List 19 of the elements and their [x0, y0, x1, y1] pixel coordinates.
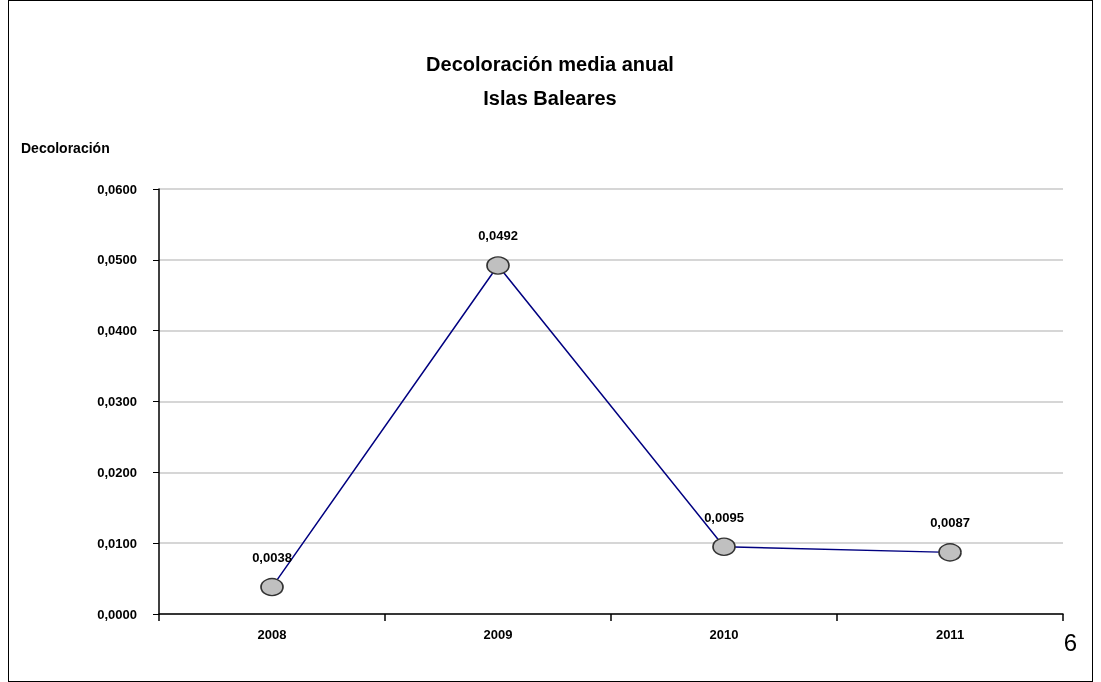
- chart-subtitle: Islas Baleares: [483, 87, 617, 109]
- y-tick-label: 0,0000: [97, 606, 137, 622]
- y-tick-label: 0,0600: [97, 181, 137, 197]
- x-tick-label: 2008: [257, 627, 287, 642]
- data-label: 0,0087: [930, 515, 970, 531]
- y-axis-title: Decoloración: [21, 140, 110, 156]
- data-label: 0,0492: [478, 228, 518, 244]
- x-tick-label: 2010: [709, 627, 739, 642]
- x-tick-label: 2011: [935, 627, 965, 642]
- y-tick-label: 0,0400: [97, 323, 137, 339]
- y-tick-label: 0,0300: [97, 394, 137, 409]
- x-tick-label: 2009: [483, 627, 513, 642]
- data-label: 0,0038: [252, 549, 292, 565]
- y-tick-label: 0,0500: [97, 252, 137, 268]
- y-tick-label: 0,0100: [97, 535, 137, 551]
- chart-title: Decoloración media anual: [426, 53, 674, 75]
- text: 6: [1063, 628, 1078, 656]
- y-tick-label: 0,0200: [97, 464, 137, 480]
- data-label: 0,0095: [704, 509, 744, 525]
